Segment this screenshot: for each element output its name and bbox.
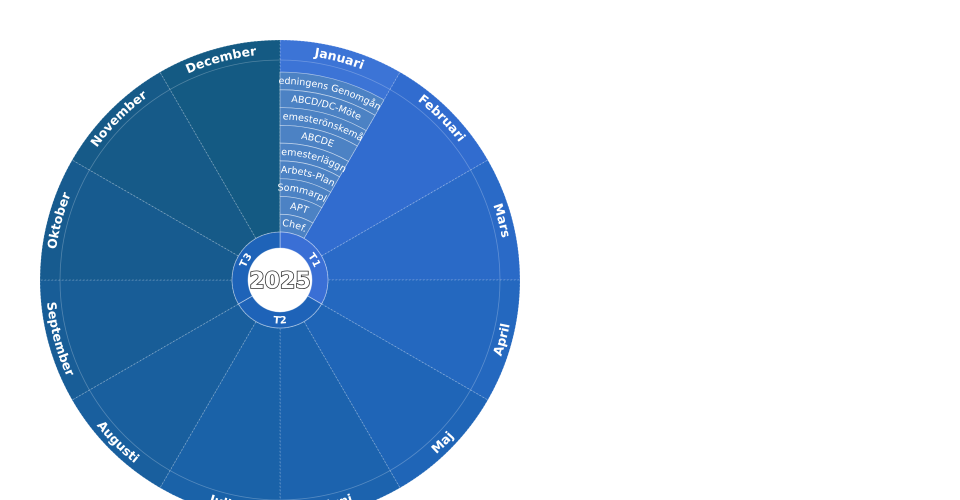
month-label-juli: Juli <box>207 491 233 500</box>
month-sector-april[interactable] <box>321 279 521 401</box>
month-sector-mars[interactable] <box>321 159 521 281</box>
center-year-label: 2025 <box>249 269 310 294</box>
item-label: APT <box>289 201 310 216</box>
month-sector-december[interactable] <box>159 39 281 239</box>
month-sector-november[interactable] <box>71 71 257 257</box>
month-sector-september[interactable] <box>39 279 239 401</box>
month-sector-maj[interactable] <box>303 303 489 489</box>
quarter-label-t2: T2 <box>273 315 287 327</box>
month-sector-augusti[interactable] <box>71 303 257 489</box>
month-sector-oktober[interactable] <box>39 159 239 281</box>
month-label-ring <box>59 59 501 500</box>
month-sector-juni[interactable] <box>279 321 401 500</box>
month-label-juni: Juni <box>324 491 354 500</box>
month-sector-juli[interactable] <box>159 321 281 500</box>
quarter-segment-t3[interactable] <box>231 231 281 305</box>
month-sector-februari[interactable] <box>303 71 489 257</box>
center-circle <box>252 252 308 308</box>
